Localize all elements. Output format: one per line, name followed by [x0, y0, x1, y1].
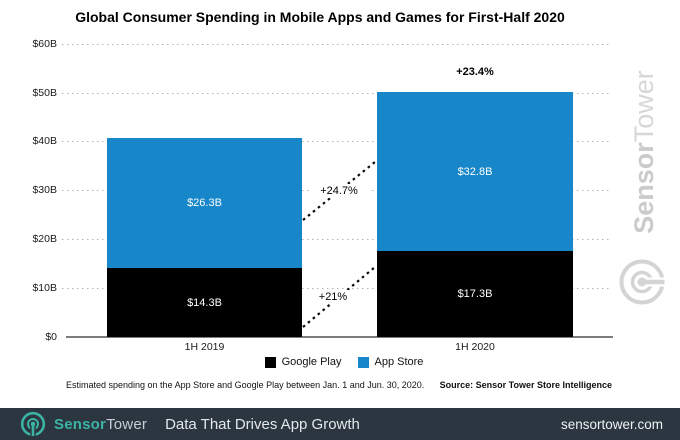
bar-value-label: $32.8B: [457, 165, 493, 178]
total-growth-annotation: +23.4%: [456, 66, 494, 78]
legend: Google Play App Store: [8, 356, 680, 368]
x-axis-baseline: [66, 336, 613, 338]
footer-website: sensortower.com: [560, 416, 663, 432]
bar-1h2019-app-store: $26.3B: [107, 138, 302, 268]
source-text: Source: Sensor Tower Store Intelligence: [439, 380, 612, 390]
gridline-60b: [62, 44, 612, 45]
bar-1h2019-google-play: $14.3B: [107, 268, 302, 337]
y-tick-40b: $40B: [32, 135, 57, 147]
watermark-brand-light: Tower: [628, 70, 659, 143]
legend-item-google-play: Google Play: [264, 356, 342, 368]
google-play-growth-annotation: +21%: [311, 290, 355, 304]
legend-label-google-play: Google Play: [281, 356, 342, 368]
gridline-40b: [62, 141, 612, 142]
legend-label-app-store: App Store: [374, 356, 424, 368]
gridline-50b: [62, 93, 612, 94]
watermark-brand-bold: Sensor: [628, 142, 659, 234]
sensortower-watermark-logo-icon: [619, 259, 666, 305]
x-label-1h2020: 1H 2020: [455, 341, 495, 353]
footer-brand: SensorTower: [54, 416, 147, 433]
gridline-20b: [62, 239, 612, 240]
x-label-1h2019: 1H 2019: [184, 341, 225, 353]
bar-1h2020-app-store: $32.8B: [377, 92, 573, 251]
app-store-growth-annotation: +24.7%: [309, 184, 369, 198]
footer-brand-light: Tower: [106, 415, 148, 433]
watermark-brand: Sensor Tower: [629, 52, 659, 252]
legend-swatch-google-play-icon: [264, 356, 276, 368]
sensortower-logo-icon: [20, 411, 46, 437]
footer-bar: SensorTower Data That Drives App Growth …: [0, 408, 680, 440]
bar-value-label: $14.3B: [187, 296, 222, 309]
y-tick-60b: $60B: [32, 38, 57, 50]
legend-item-app-store: App Store: [357, 356, 424, 368]
y-tick-50b: $50B: [32, 87, 57, 99]
footnote-text: Estimated spending on the App Store and …: [66, 380, 425, 390]
y-tick-20b: $20B: [32, 233, 57, 245]
chart-title: Global Consumer Spending in Mobile Apps …: [75, 9, 565, 25]
bar-value-label: $17.3B: [457, 288, 493, 300]
bar-1h2020-google-play: $17.3B: [377, 251, 573, 337]
y-tick-10b: $10B: [32, 282, 57, 294]
footer-brand-bold: Sensor: [54, 415, 107, 433]
bar-value-label: $26.3B: [187, 197, 222, 209]
y-tick-0: $0: [45, 331, 57, 343]
footer-tagline: Data That Drives App Growth: [165, 415, 360, 433]
legend-swatch-app-store-icon: [357, 356, 369, 368]
y-tick-30b: $30B: [32, 184, 57, 196]
